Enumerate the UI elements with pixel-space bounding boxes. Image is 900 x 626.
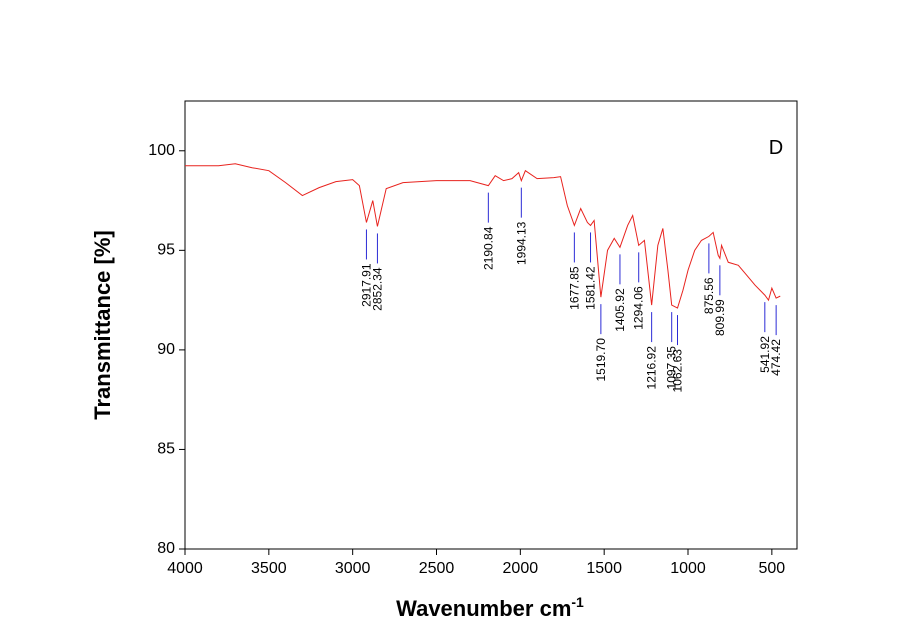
x-tick-label: 2000 <box>503 560 539 577</box>
x-tick-label: 1000 <box>670 560 706 577</box>
peak-label: 2852.34 <box>370 267 384 311</box>
peak-label: 1062.63 <box>671 349 685 393</box>
peak-label: 2917.91 <box>359 263 373 307</box>
x-axis-label: Wavenumber cm-1 <box>396 594 584 621</box>
peak-label: 1405.92 <box>613 288 627 332</box>
peak-label: 1097.35 <box>665 346 679 390</box>
y-tick-label: 85 <box>157 441 175 458</box>
peak-label: 2190.84 <box>481 226 495 270</box>
peak-label: 474.42 <box>769 339 783 376</box>
x-tick-label: 500 <box>758 560 785 577</box>
y-tick-label: 90 <box>157 341 175 358</box>
peak-label: 1294.06 <box>632 286 646 330</box>
peak-label: 809.99 <box>713 299 727 336</box>
spectrum-line <box>185 163 781 309</box>
x-tick-label: 2500 <box>419 560 455 577</box>
x-axis-label-superscript: -1 <box>571 594 584 610</box>
y-tick-label: 95 <box>157 242 175 259</box>
peak-label: 1581.42 <box>584 266 598 310</box>
peak-label: 875.56 <box>702 277 716 314</box>
y-tick-label: 80 <box>157 540 175 557</box>
peak-label: 541.92 <box>758 336 772 373</box>
y-axis-label: Transmittance [%] <box>90 230 115 420</box>
x-axis-label-text: Wavenumber cm <box>396 596 571 621</box>
peak-label: 1994.13 <box>514 221 528 265</box>
y-tick-label: 100 <box>148 142 175 159</box>
peak-label: 1519.70 <box>594 338 608 382</box>
x-tick-label: 3000 <box>335 560 371 577</box>
x-tick-label: 1500 <box>586 560 622 577</box>
plot-frame <box>184 100 798 550</box>
panel-label: D <box>769 137 783 159</box>
x-tick-label: 3500 <box>251 560 287 577</box>
peak-label: 1677.85 <box>567 266 581 310</box>
x-tick-label: 4000 <box>167 560 203 577</box>
peak-label: 1216.92 <box>645 346 659 390</box>
